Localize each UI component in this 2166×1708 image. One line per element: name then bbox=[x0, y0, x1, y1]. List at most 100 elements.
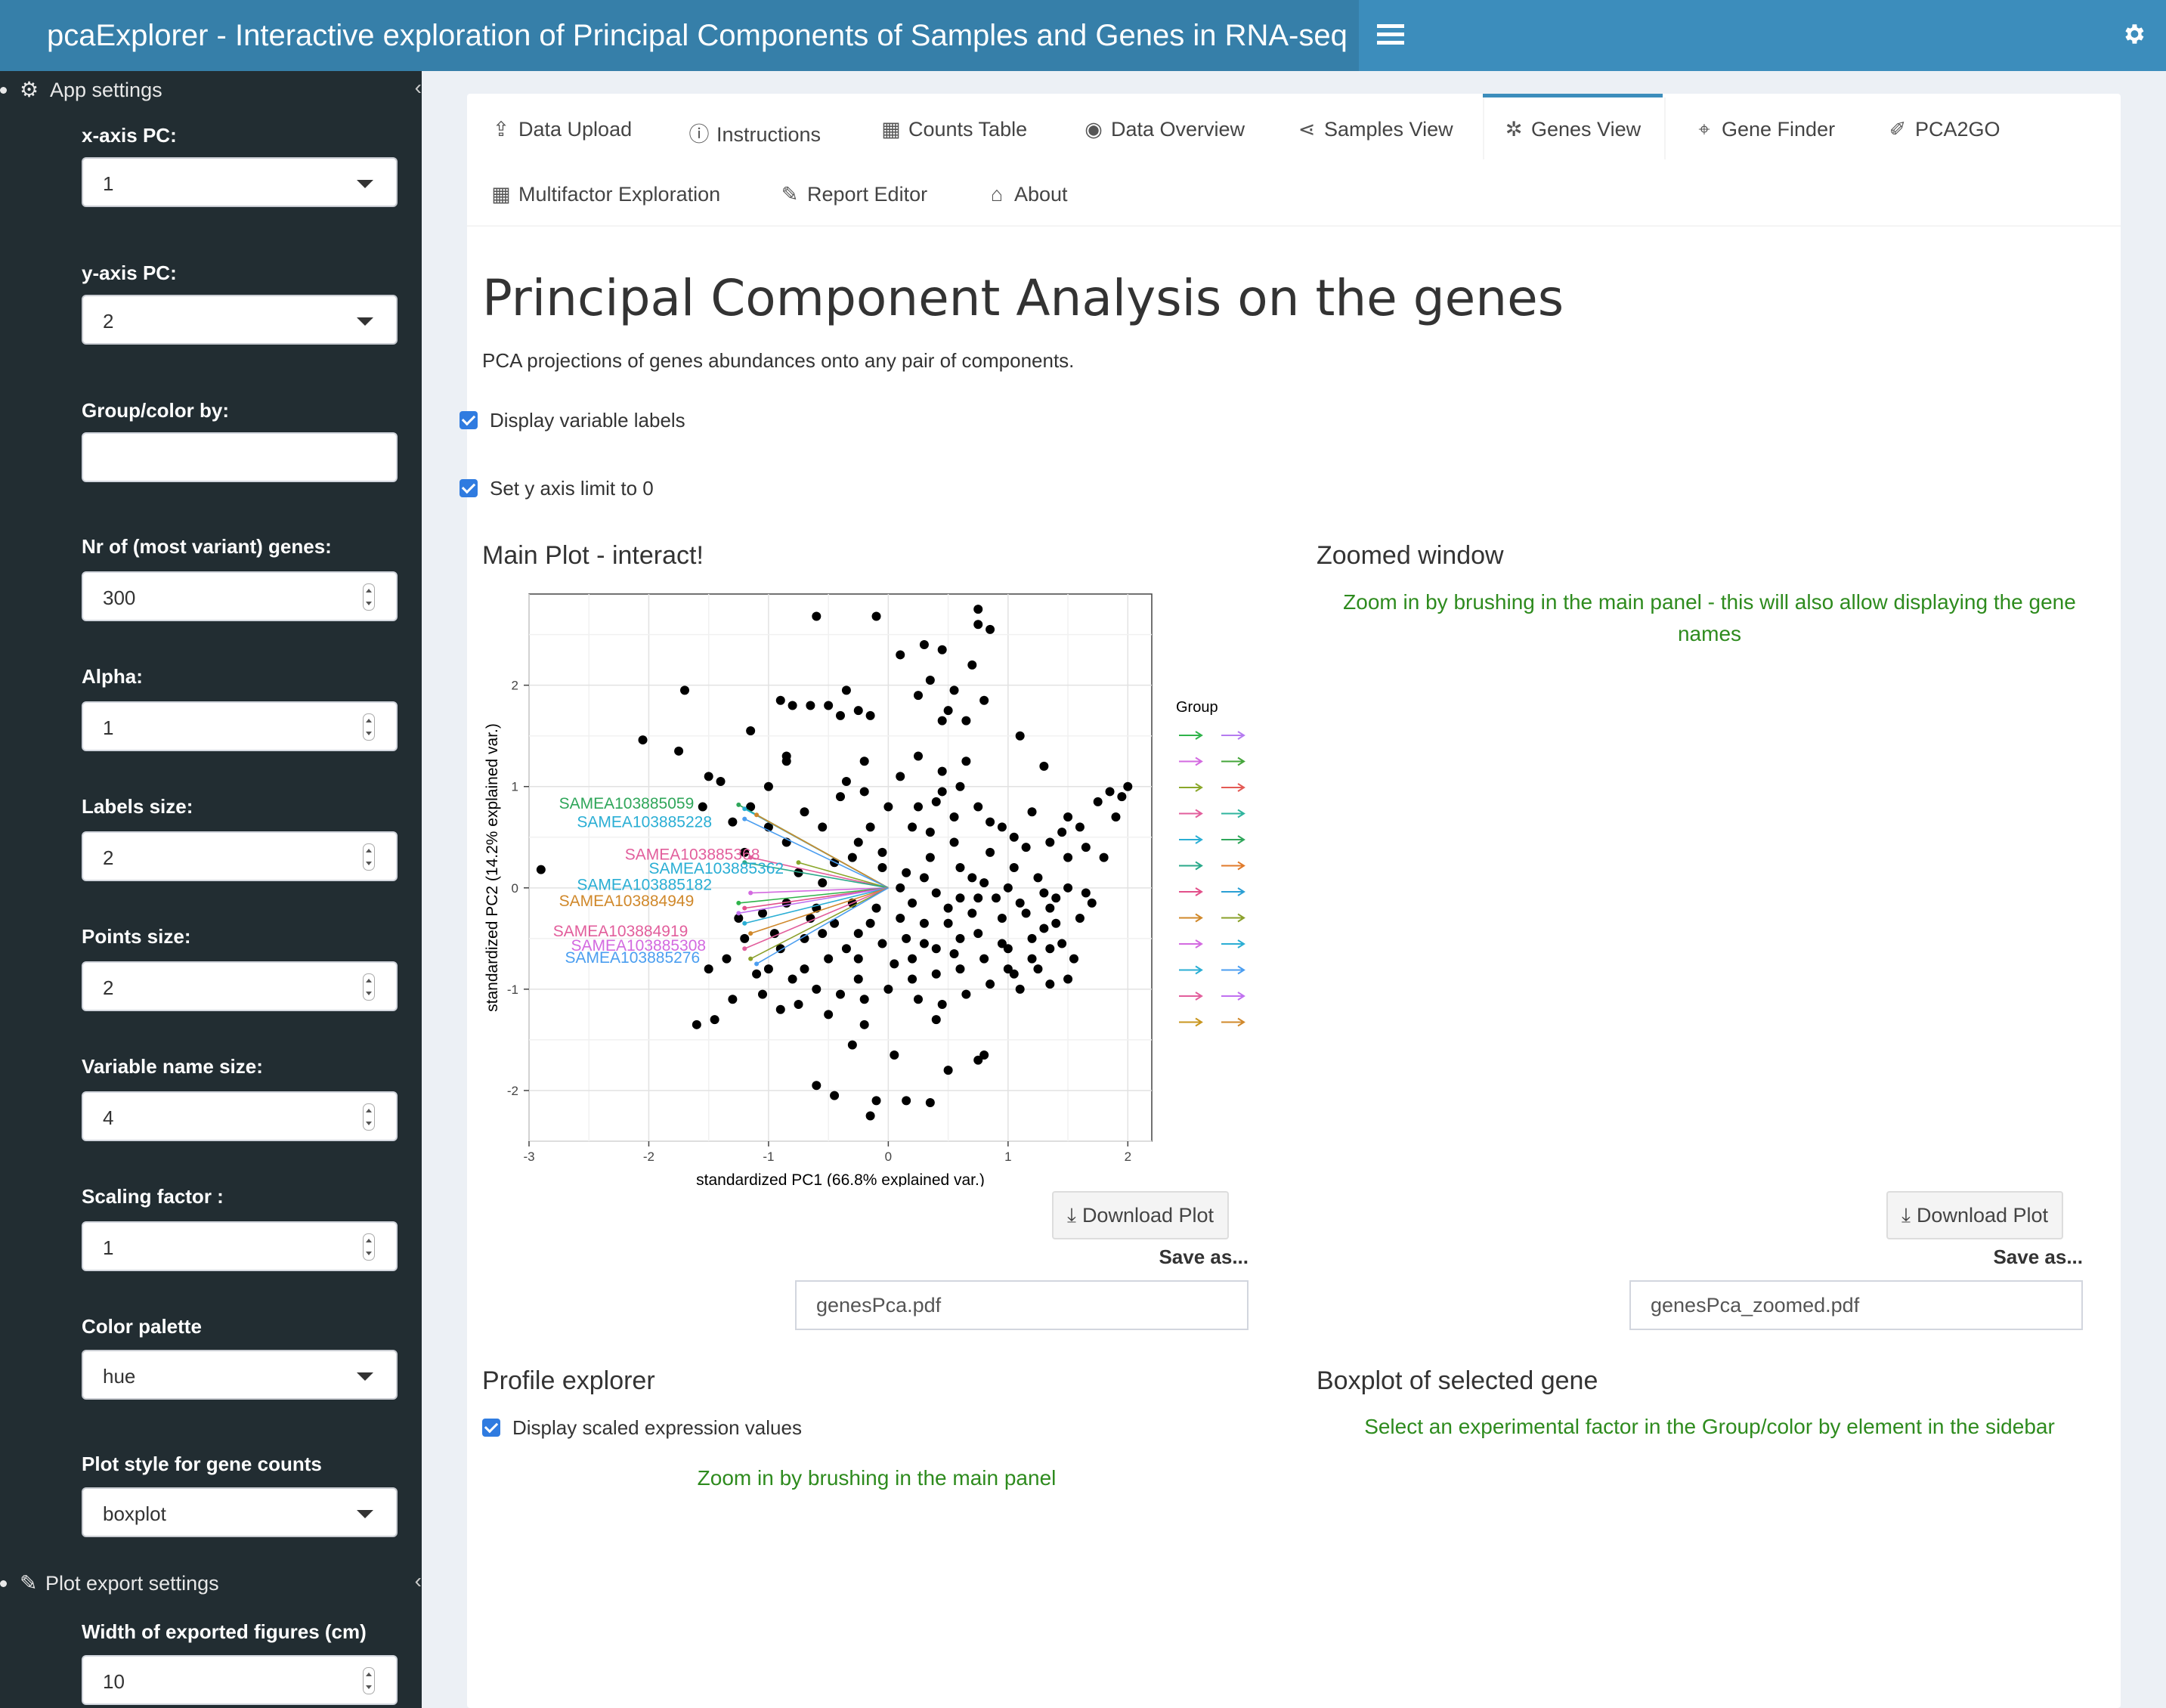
collapse-icon[interactable]: ‹ bbox=[414, 76, 422, 99]
sidebar-toggle-icon[interactable] bbox=[1377, 20, 1404, 50]
stepper-icon[interactable] bbox=[363, 1233, 375, 1261]
width-input[interactable]: 10 bbox=[82, 1655, 398, 1705]
tab-gene-finder[interactable]: ⌖ Gene Finder bbox=[1693, 118, 1835, 142]
plot-export-section[interactable]: ✎ Plot export settings ‹ bbox=[0, 1567, 422, 1601]
gene-point bbox=[794, 868, 803, 877]
gene-point bbox=[937, 716, 947, 726]
gene-point bbox=[824, 954, 834, 964]
gene-point bbox=[908, 974, 917, 984]
gene-point bbox=[997, 822, 1007, 832]
gene-point bbox=[775, 1004, 785, 1014]
scaling-input[interactable]: 1 bbox=[82, 1221, 398, 1271]
palette-select[interactable]: hue bbox=[82, 1350, 398, 1400]
gene-point bbox=[704, 772, 713, 781]
gene-point bbox=[1015, 898, 1025, 908]
collapse-icon[interactable]: ‹ bbox=[414, 1569, 422, 1592]
legend-arrow-head bbox=[1195, 913, 1203, 923]
variable-label: SAMEA103884919 bbox=[553, 923, 688, 940]
y-tick-label: -2 bbox=[507, 1084, 518, 1098]
ylimit-checkbox[interactable] bbox=[460, 479, 478, 497]
gene-point bbox=[1015, 731, 1025, 741]
alpha-input[interactable]: 1 bbox=[82, 701, 398, 751]
varname-size-input[interactable]: 4 bbox=[82, 1091, 398, 1141]
gene-point bbox=[1045, 944, 1055, 954]
x-tick-label: 0 bbox=[885, 1149, 892, 1164]
download-icon: ⤓ bbox=[1067, 1204, 1076, 1227]
gene-point bbox=[806, 914, 815, 924]
gene-point bbox=[859, 757, 869, 766]
stepper-icon[interactable] bbox=[363, 583, 375, 611]
stepper-icon[interactable] bbox=[363, 973, 375, 1001]
app-settings-section[interactable]: ⚙ App settings ‹ bbox=[0, 74, 422, 107]
download-main-plot-button[interactable]: ⤓ Download Plot bbox=[1052, 1191, 1230, 1239]
loading-arrow bbox=[744, 862, 889, 889]
chevron-down-icon bbox=[357, 1372, 373, 1381]
gene-point bbox=[853, 706, 863, 716]
gene-point bbox=[818, 878, 828, 888]
tab-label: Data Overview bbox=[1111, 118, 1245, 141]
gene-point bbox=[883, 802, 893, 812]
gears-icon: ⚙ bbox=[20, 78, 39, 101]
y-pc-select[interactable]: 2 bbox=[82, 295, 398, 345]
arrow-head bbox=[748, 855, 753, 860]
gene-point bbox=[997, 914, 1007, 924]
tab-samples-view[interactable]: ⋖ Samples View bbox=[1295, 118, 1453, 141]
labels-size-input[interactable]: 2 bbox=[82, 831, 398, 881]
tab-about[interactable]: ⌂ About bbox=[986, 183, 1068, 206]
gene-point bbox=[1021, 843, 1031, 852]
loading-arrow bbox=[744, 887, 889, 909]
y-tick-label: 2 bbox=[512, 679, 518, 693]
gene-point bbox=[1099, 852, 1109, 862]
tab-instructions[interactable]: ⓘ Instructions bbox=[688, 118, 822, 147]
width-label: Width of exported figures (cm) bbox=[82, 1620, 367, 1643]
scaled-values-checkbox[interactable] bbox=[482, 1419, 500, 1437]
loading-arrow bbox=[756, 814, 889, 889]
varname-size-value: 4 bbox=[103, 1106, 114, 1129]
nr-genes-input[interactable]: 300 bbox=[82, 571, 398, 621]
tab-label: Multifactor Exploration bbox=[518, 183, 721, 206]
gene-point bbox=[800, 964, 809, 974]
stepper-icon[interactable] bbox=[363, 843, 375, 871]
gene-point bbox=[877, 863, 887, 872]
tab-multifactor[interactable]: ▦ Multifactor Exploration bbox=[490, 183, 720, 206]
gene-point bbox=[1063, 852, 1073, 862]
stepper-icon[interactable] bbox=[363, 1667, 375, 1694]
genes-pca-plot[interactable]: -3 -2 -1 0 1 2 -2 -1 0 1 2 standardized PC1 (66.8% … bbox=[482, 582, 1253, 1187]
x-pc-select[interactable]: 1 bbox=[82, 157, 398, 207]
ylimit-label: Set y axis limit to 0 bbox=[490, 477, 654, 500]
legend-arrow-head bbox=[1237, 731, 1245, 740]
tab-data-upload[interactable]: ⇪ Data Upload bbox=[490, 118, 632, 141]
stepper-icon[interactable] bbox=[363, 1103, 375, 1131]
gene-point bbox=[937, 645, 947, 654]
legend-arrow-head bbox=[1195, 861, 1203, 871]
gene-point bbox=[800, 807, 809, 817]
gene-point bbox=[914, 995, 923, 1004]
gene-point bbox=[1081, 843, 1091, 852]
zoom-filename-input[interactable]: genesPca_zoomed.pdf bbox=[1629, 1280, 2083, 1330]
main-filename-input[interactable]: genesPca.pdf bbox=[795, 1280, 1249, 1330]
x-pc-label: x-axis PC: bbox=[82, 124, 177, 147]
gene-point bbox=[883, 984, 893, 994]
gear-icon[interactable] bbox=[2121, 21, 2146, 47]
gene-point bbox=[925, 675, 935, 685]
gene-point bbox=[986, 979, 995, 989]
gene-point bbox=[830, 1091, 840, 1100]
app-settings-title: App settings bbox=[50, 79, 162, 101]
stepper-icon[interactable] bbox=[363, 713, 375, 741]
gene-point bbox=[919, 873, 929, 883]
gene-point bbox=[1063, 883, 1073, 893]
plot-style-select[interactable]: boxplot bbox=[82, 1487, 398, 1537]
gene-point bbox=[746, 726, 756, 735]
tab-pca2go[interactable]: ✐ PCA2GO bbox=[1886, 118, 2000, 141]
display-labels-checkbox[interactable] bbox=[460, 411, 478, 429]
tab-counts-table[interactable]: ▦ Counts Table bbox=[880, 118, 1027, 141]
points-size-input[interactable]: 2 bbox=[82, 961, 398, 1011]
gene-point bbox=[1057, 939, 1067, 948]
tab-data-overview[interactable]: ◉ Data Overview bbox=[1082, 118, 1245, 141]
gene-point bbox=[877, 939, 887, 948]
tab-report-editor[interactable]: ✎ Report Editor bbox=[778, 183, 927, 206]
tab-genes-view[interactable]: ✲ Genes View bbox=[1483, 97, 1666, 159]
gene-point bbox=[902, 933, 911, 943]
group-select[interactable] bbox=[82, 432, 398, 482]
download-zoom-plot-button[interactable]: ⤓ Download Plot bbox=[1886, 1191, 2064, 1239]
